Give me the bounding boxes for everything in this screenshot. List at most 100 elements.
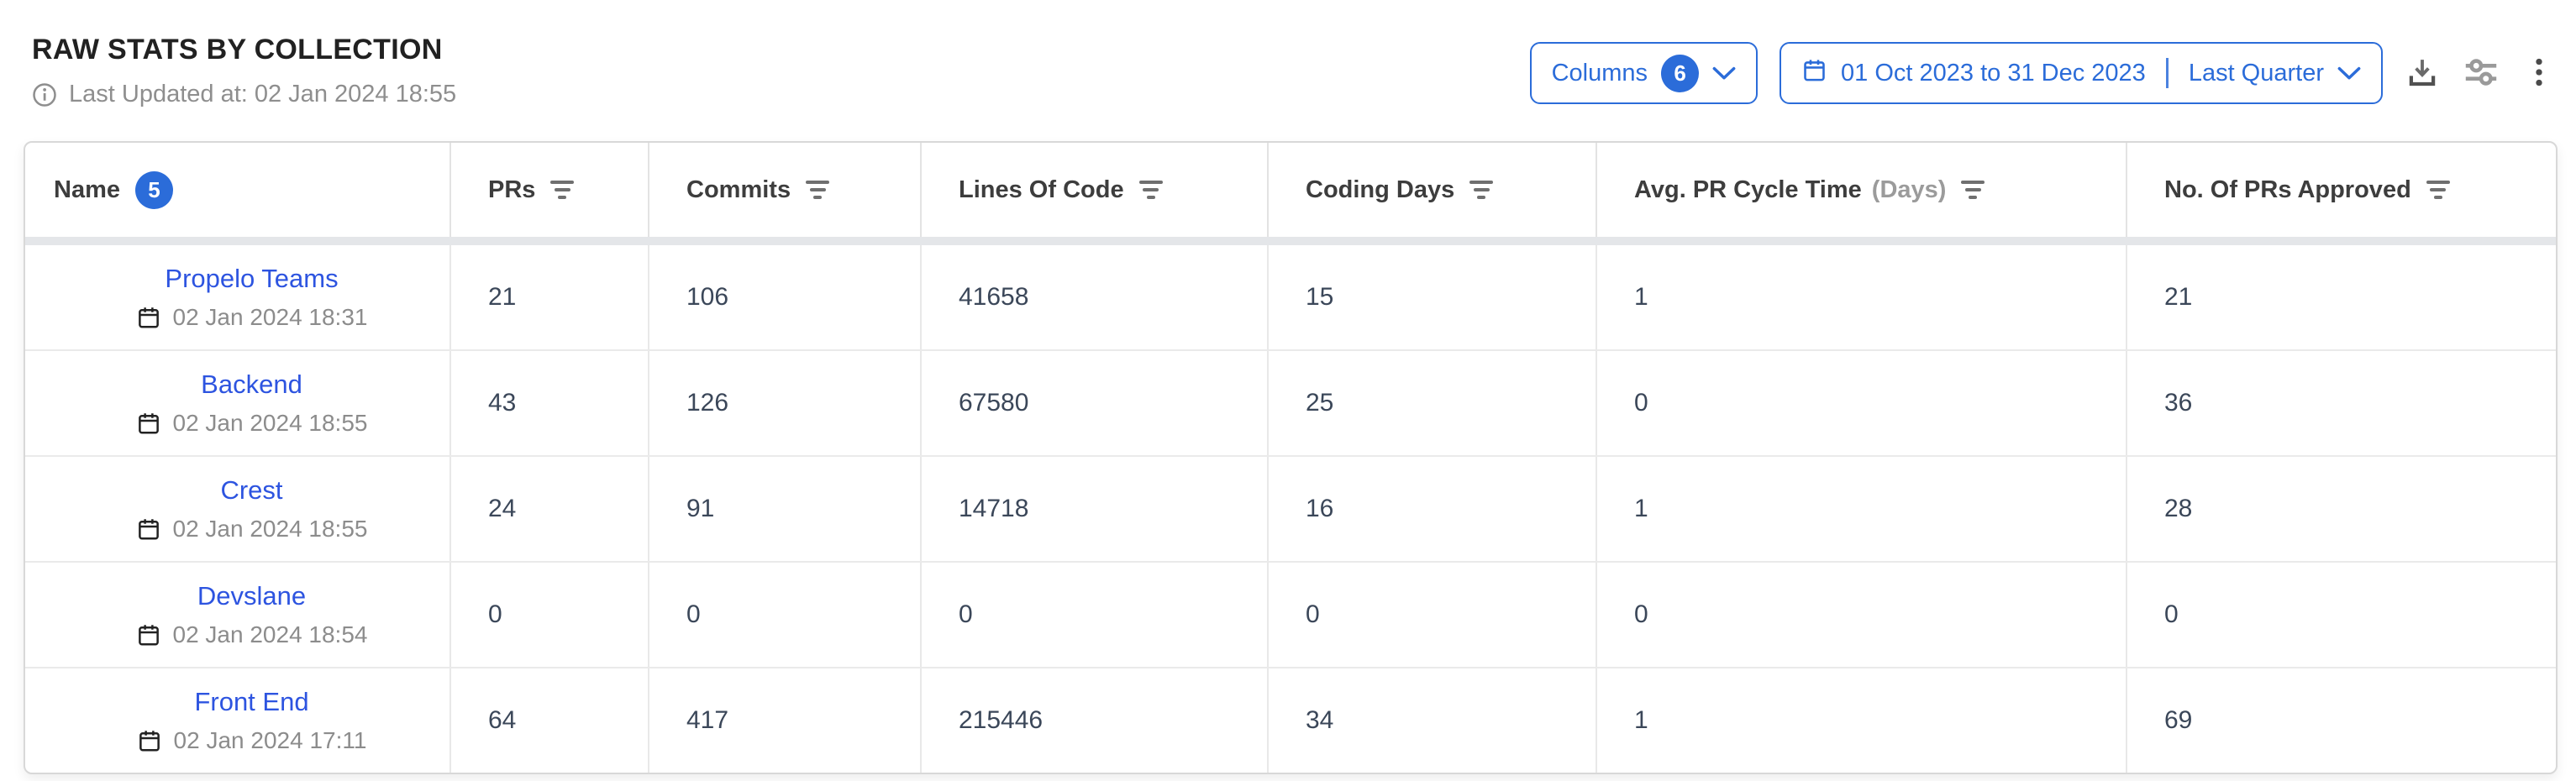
row-updated: 02 Jan 2024 18:31 (136, 304, 368, 331)
row-updated-text: 02 Jan 2024 17:11 (173, 727, 367, 753)
collection-link[interactable]: Propelo Teams (165, 264, 339, 293)
collection-link[interactable]: Devslane (197, 581, 307, 611)
lines-of-code-value: 215446 (922, 668, 1269, 773)
avg-pr-cycle-time-value: 1 (1597, 245, 2127, 349)
avg-pr-cycle-time-value: 0 (1597, 563, 2127, 667)
table-row: Front End 02 Jan 2024 17:11 64 417 215446 34 1… (25, 668, 2556, 773)
commits-value: 417 (649, 668, 922, 773)
table-row: Devslane 02 Jan 2024 18:54 0 0 0 0 0 0 (25, 563, 2556, 668)
prs-value: 64 (451, 668, 649, 773)
collection-name-cell: Devslane 02 Jan 2024 18:54 (25, 563, 451, 667)
prs-value: 43 (451, 351, 649, 455)
row-updated-text: 02 Jan 2024 18:31 (172, 304, 368, 330)
collection-name-cell: Crest 02 Jan 2024 18:55 (25, 457, 451, 561)
chevron-down-icon (1712, 60, 1736, 87)
row-updated-text: 02 Jan 2024 18:55 (172, 410, 368, 436)
row-updated-text: 02 Jan 2024 18:55 (172, 516, 368, 542)
column-header-label: Commits (686, 176, 791, 203)
column-header-lines-of-code: Lines Of Code (922, 143, 1269, 237)
download-icon (2405, 55, 2440, 92)
avg-pr-cycle-time-value: 1 (1597, 668, 2127, 773)
download-button[interactable] (2405, 55, 2440, 92)
row-updated-text: 02 Jan 2024 18:54 (172, 621, 368, 647)
column-header-label: Avg. PR Cycle Time (1634, 176, 1862, 203)
chevron-down-icon (2337, 60, 2361, 87)
info-icon[interactable] (32, 82, 57, 107)
column-header-coding-days: Coding Days (1269, 143, 1597, 237)
prs-approved-value: 21 (2164, 283, 2193, 311)
name-count-badge: 5 (135, 170, 173, 209)
kebab-menu-icon (2522, 53, 2556, 94)
column-header-label: PRs (488, 176, 536, 203)
prs-value: 21 (451, 245, 649, 349)
commits-value: 0 (649, 563, 922, 667)
column-header-prs-approved: No. Of PRs Approved (2127, 143, 2556, 237)
date-preset-select[interactable]: Last Quarter (2188, 59, 2324, 86)
prs-approved-value: 0 (2164, 600, 2179, 628)
avg-pr-cycle-time-value: 0 (1597, 351, 2127, 455)
prs-approved-value: 36 (2164, 389, 2193, 417)
lines-of-code-value: 0 (922, 563, 1269, 667)
prs-value: 0 (451, 563, 649, 667)
calendar-icon (137, 728, 162, 753)
filter-icon[interactable] (1138, 181, 1163, 199)
commits-value: 126 (649, 351, 922, 455)
settings-button[interactable] (2462, 53, 2500, 94)
more-menu-button[interactable] (2522, 53, 2556, 94)
topbar: RAW STATS BY COLLECTION Last Updated at:… (0, 0, 2576, 141)
calendar-icon (136, 516, 161, 542)
coding-days-value: 25 (1269, 351, 1597, 455)
date-range-text[interactable]: 01 Oct 2023 to 31 Dec 2023 (1841, 59, 2146, 86)
table-header-row: Name 5 PRs Commits Lines Of Code Coding … (25, 143, 2556, 237)
column-header-suffix: (Days) (1871, 176, 1947, 203)
calendar-icon (136, 411, 161, 436)
row-updated: 02 Jan 2024 17:11 (137, 727, 367, 754)
filter-icon[interactable] (2426, 181, 2450, 199)
date-range-button[interactable]: 01 Oct 2023 to 31 Dec 2023 Last Quarter (1780, 42, 2383, 104)
collection-name-cell: Front End 02 Jan 2024 17:11 (25, 668, 451, 773)
lines-of-code-value: 67580 (922, 351, 1269, 455)
table-row: Propelo Teams 02 Jan 2024 18:31 21 106 41658… (25, 245, 2556, 351)
prs-value: 24 (451, 457, 649, 561)
filter-icon[interactable] (550, 181, 575, 199)
commits-value: 106 (649, 245, 922, 349)
raw-stats-table: Name 5 PRs Commits Lines Of Code Coding … (24, 141, 2558, 774)
filter-icon[interactable] (1961, 181, 1985, 199)
collection-link[interactable]: Front End (194, 687, 309, 716)
column-header-commits: Commits (649, 143, 922, 237)
commits-value: 91 (649, 457, 922, 561)
table-row: Backend 02 Jan 2024 18:55 43 126 67580 25 0 36 (25, 351, 2556, 457)
collection-name-cell: Propelo Teams 02 Jan 2024 18:31 (25, 245, 451, 349)
table-body: Propelo Teams 02 Jan 2024 18:31 21 106 41658… (25, 245, 2556, 773)
collection-link[interactable]: Crest (220, 475, 283, 505)
calendar-icon (1801, 57, 1827, 90)
row-updated: 02 Jan 2024 18:54 (136, 621, 368, 648)
collection-link[interactable]: Backend (201, 370, 302, 399)
column-header-label: No. Of PRs Approved (2164, 176, 2411, 203)
coding-days-value: 16 (1269, 457, 1597, 561)
avg-pr-cycle-time-value: 1 (1597, 457, 2127, 561)
column-header-label: Lines Of Code (959, 176, 1124, 203)
column-header-label: Coding Days (1306, 176, 1455, 203)
lines-of-code-value: 14718 (922, 457, 1269, 561)
calendar-icon (136, 622, 161, 647)
prs-approved-value: 28 (2164, 495, 2193, 522)
last-updated-text: Last Updated at: 02 Jan 2024 18:55 (69, 81, 457, 107)
columns-button[interactable]: Columns 6 (1529, 42, 1759, 104)
collection-name-cell: Backend 02 Jan 2024 18:55 (25, 351, 451, 455)
row-updated: 02 Jan 2024 18:55 (136, 410, 368, 437)
table-row: Crest 02 Jan 2024 18:55 24 91 14718 16 1 28 (25, 457, 2556, 563)
toolbar: Columns 6 01 Oct 2023 to (1529, 40, 2556, 106)
column-header-label: Name (54, 176, 120, 203)
date-range-divider (2165, 58, 2169, 88)
column-header-avg-pr-cycle-time: Avg. PR Cycle Time (Days) (1597, 143, 2127, 237)
lines-of-code-value: 41658 (922, 245, 1269, 349)
column-header-prs: PRs (451, 143, 649, 237)
last-updated: Last Updated at: 02 Jan 2024 18:55 (32, 81, 456, 108)
columns-count-badge: 6 (1661, 54, 1700, 92)
prs-approved-value: 69 (2164, 706, 2193, 734)
calendar-icon (136, 305, 161, 330)
filter-icon[interactable] (1469, 181, 1494, 199)
filter-icon[interactable] (806, 181, 830, 199)
